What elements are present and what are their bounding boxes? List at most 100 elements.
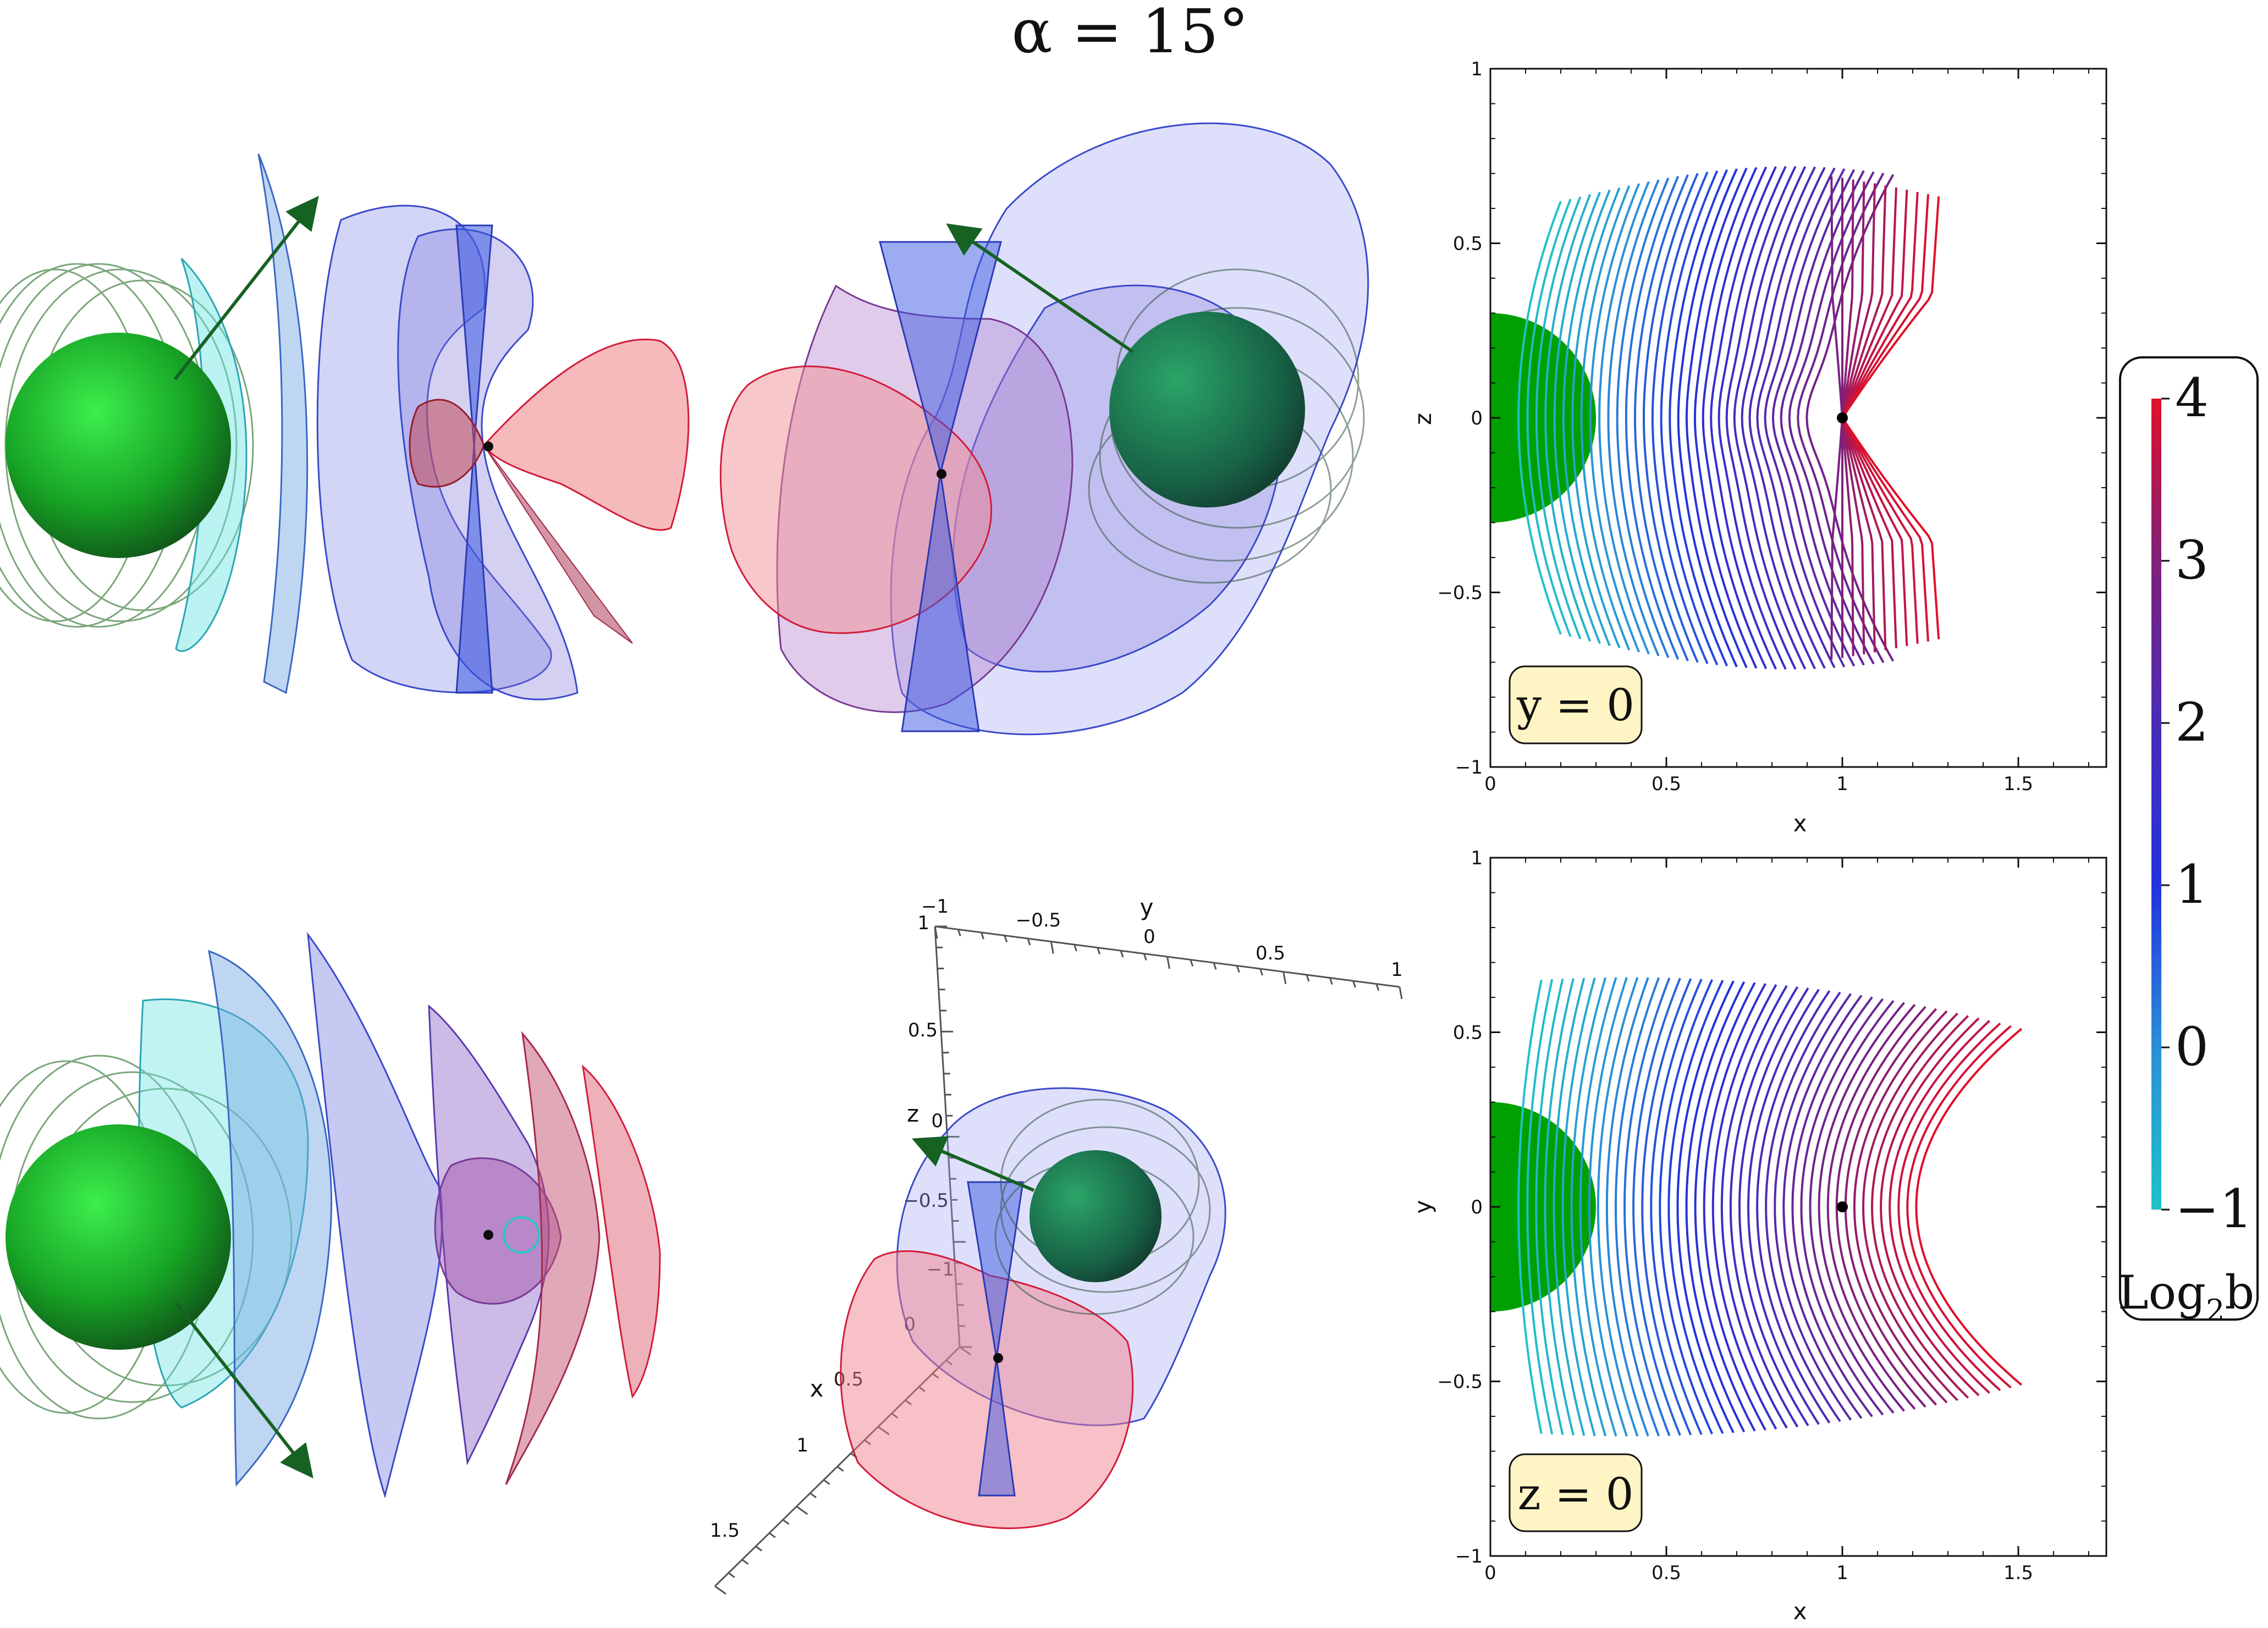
field-line [1710, 166, 1777, 670]
axis3d-x-tick-0: 0 [904, 1314, 916, 1335]
y-tick-label: 1 [1471, 58, 1483, 80]
figure-title: α = 15° [1011, 0, 1248, 67]
field-line [1765, 991, 1841, 1422]
field-line [1517, 979, 1543, 1434]
field-lines-xy-panel: 0 0.5 1 1.5 −1 −0.5 0 0.5 1 x y z = 0 [1410, 847, 2107, 1625]
axis3d-z-label: z [907, 1100, 919, 1127]
colorbar-tick-label: 0 [2175, 1016, 2209, 1078]
field-line [1650, 979, 1703, 1435]
x-tick-label: 1.5 [2003, 773, 2033, 795]
field-line [1711, 984, 1777, 1430]
axis3d-x-tick-1: 0.5 [834, 1368, 863, 1390]
field-line [1880, 1017, 1980, 1397]
colorbar-tick-label: 3 [2175, 529, 2209, 591]
colorbar: 4 3 2 1 0 −1 Log2b [2118, 356, 2259, 1328]
colorbar-gradient [2151, 399, 2161, 1210]
central-body-1 [1490, 1102, 1596, 1312]
field-line [1589, 183, 1641, 653]
field-line [1835, 1006, 1926, 1408]
field-line [1526, 198, 1572, 637]
field-line [1897, 1022, 2001, 1392]
x-tick-label: 1 [1836, 773, 1848, 795]
arrow-top-left [173, 196, 319, 380]
field-line [1616, 178, 1670, 658]
y-tick-label: −1 [1455, 757, 1483, 779]
axis3d-y-tick-1: −0.5 [1016, 909, 1061, 931]
field-line [1561, 977, 1596, 1437]
plane-label-xy: z = 0 [1518, 1469, 1634, 1520]
field-line [1677, 168, 1738, 667]
axis3d-y-tick-0: −1 [921, 896, 949, 918]
field-line [1544, 978, 1575, 1436]
x-tick-label: 1.5 [2003, 1562, 2033, 1584]
colorbar-tick-label: 4 [2175, 367, 2209, 429]
field-line [1702, 166, 1768, 670]
field-line [1562, 189, 1611, 647]
axis3d-z-tick-3: −0.5 [903, 1190, 949, 1212]
x-tick-label: 0.5 [1652, 773, 1681, 795]
field-line [1535, 196, 1582, 639]
field-line [1800, 998, 1884, 1416]
field-line [1669, 169, 1728, 667]
field-line [1826, 1003, 1916, 1410]
axis3d-x-tick-2: 1 [796, 1434, 808, 1456]
axis3d-z-tick-1: 0.5 [908, 1019, 938, 1041]
plane-label-xz: y = 0 [1516, 680, 1634, 731]
axis3d-y-tick-2: 0 [1143, 926, 1155, 948]
field-line [1535, 978, 1564, 1436]
field-line [1720, 985, 1788, 1429]
field-line [1632, 978, 1681, 1436]
field-line [1782, 995, 1863, 1419]
field-line [1748, 167, 1826, 669]
central-body-0 [1490, 313, 1596, 523]
field-line [1517, 201, 1562, 635]
axis3d-z-tick-4: −1 [927, 1259, 954, 1281]
field-line [1659, 979, 1714, 1435]
render-3d-axes: −1 −0.5 0 0.5 1 y 1 0.5 0 −0.5 −1 z 0 0.… [710, 894, 1403, 1595]
render-top-middle [719, 122, 1369, 736]
field-line [1729, 986, 1799, 1428]
y-tick-label: 0.5 [1453, 1022, 1483, 1044]
field-line [1641, 978, 1692, 1436]
field-line [1625, 175, 1680, 660]
field-line [1703, 983, 1766, 1431]
axis3d-y-tick-3: 0.5 [1256, 942, 1285, 964]
field-line [1853, 1010, 1948, 1404]
marked-point-0 [1837, 412, 1848, 423]
y-tick-label: 0.5 [1453, 233, 1483, 255]
field-line [1738, 987, 1809, 1426]
arrow-bottom-left [174, 1302, 313, 1478]
colorbar-tick-label: 1 [2175, 854, 2209, 915]
field-line [1598, 181, 1650, 655]
field-line [1774, 993, 1852, 1421]
field-line [1614, 977, 1660, 1437]
field-line [1771, 169, 1856, 667]
xz-x-axis-label: x [1793, 810, 1807, 837]
field-line [1633, 174, 1689, 661]
field-line [1906, 1025, 2012, 1389]
axis3d-x-tick-3: 1.5 [710, 1520, 740, 1542]
sphere-top-middle [1109, 312, 1305, 507]
field-line [1676, 980, 1735, 1433]
field-line [1717, 165, 1787, 670]
field-line [1791, 996, 1873, 1417]
field-line [1553, 191, 1601, 644]
y-tick-label: −0.5 [1437, 1371, 1483, 1393]
colorbar-frame [2119, 356, 2259, 1321]
field-line [1797, 173, 1885, 663]
field-line [1756, 990, 1831, 1423]
marked-point-1 [1837, 1201, 1848, 1212]
axis3d-x-label: x [810, 1375, 824, 1402]
axis3d-z-tick-0: 1 [917, 912, 929, 934]
axis3d-y-label: y [1140, 894, 1154, 921]
field-line [1693, 167, 1758, 669]
field-line [1580, 185, 1631, 651]
field-line [1607, 179, 1660, 656]
xy-x-axis-label: x [1793, 1598, 1807, 1625]
field-line [1889, 1020, 1990, 1394]
render-top-left [0, 153, 690, 700]
plane-label-box-xy [1509, 1453, 1643, 1532]
render-bottom-left [0, 931, 661, 1499]
field-line [1694, 982, 1756, 1432]
